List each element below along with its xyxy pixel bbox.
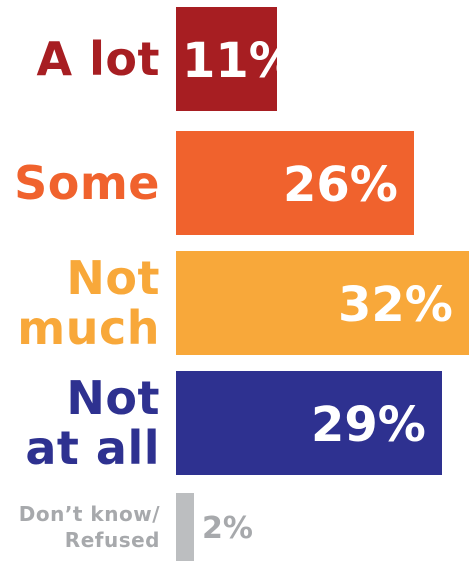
value-label-1: 26% — [283, 157, 398, 213]
category-label-2: Not much — [17, 251, 160, 355]
category-label-0: A lot — [36, 32, 160, 86]
value-label-3: 29% — [311, 397, 426, 453]
bar-1 — [176, 131, 414, 235]
value-label-0: 11% — [182, 33, 297, 89]
bar-0 — [176, 7, 277, 111]
value-label-4: 2% — [202, 511, 253, 546]
value-label-2: 32% — [338, 277, 453, 333]
bar-3 — [176, 371, 442, 475]
category-label-3: Not at all — [25, 371, 160, 475]
bar-2 — [176, 251, 469, 355]
category-label-4: Don’t know/ Refused — [18, 502, 160, 552]
bar-4 — [176, 493, 194, 561]
category-label-1: Some — [14, 156, 160, 210]
